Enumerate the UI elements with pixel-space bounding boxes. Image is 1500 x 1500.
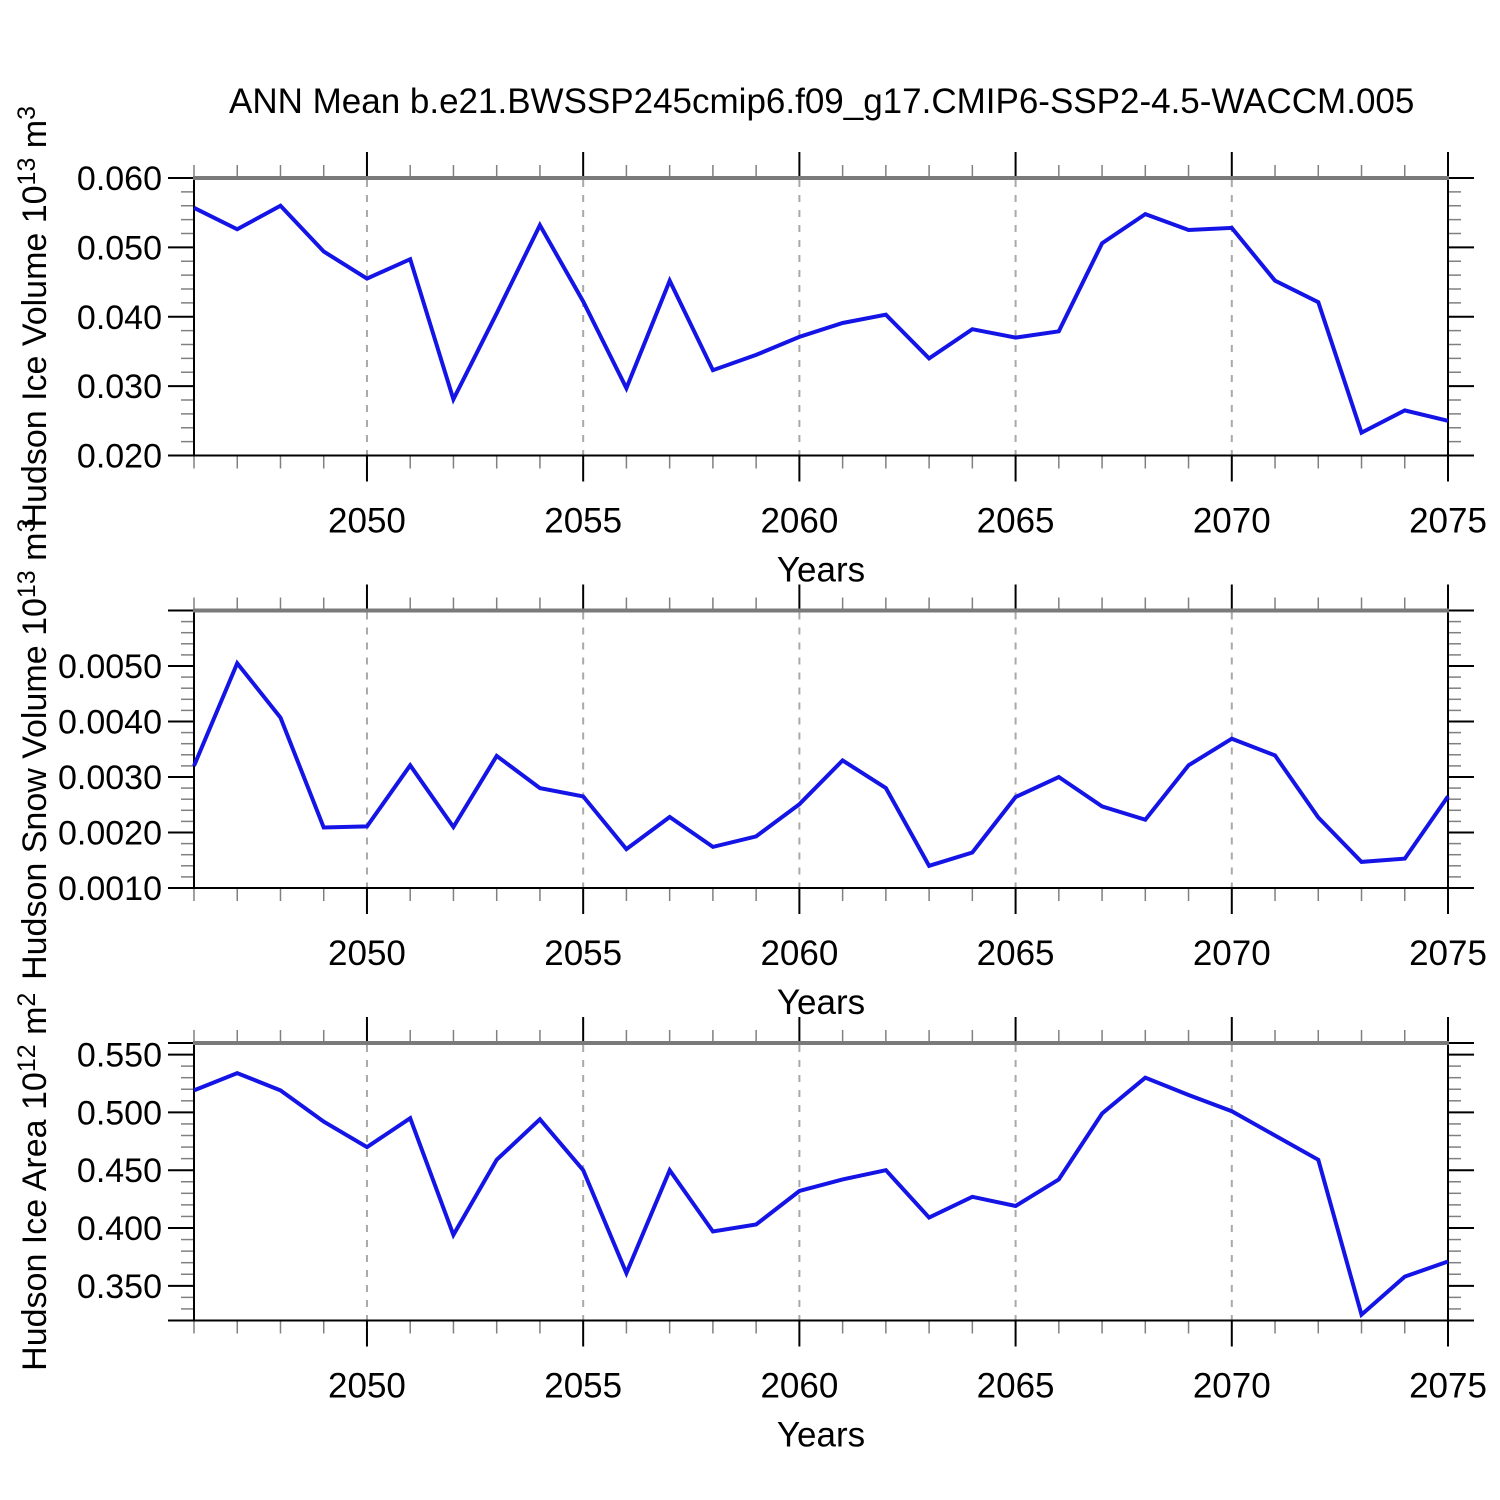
x-tick-label: 2070 [1193, 934, 1271, 973]
y-tick-label: 0.0030 [58, 759, 162, 797]
y-tick-label: 0.0010 [58, 870, 162, 908]
x-axis-title: Years [777, 983, 865, 1022]
y-tick-label: 0.0050 [58, 648, 162, 686]
x-tick-label: 2065 [977, 934, 1055, 973]
x-tick-label: 2075 [1409, 502, 1487, 541]
x-tick-label: 2050 [328, 934, 406, 973]
x-tick-label: 2055 [544, 934, 622, 973]
x-tick-label: 2050 [328, 502, 406, 541]
x-tick-label: 2060 [760, 934, 838, 973]
panel-border [193, 177, 1449, 457]
y-tick-label: 0.020 [77, 438, 162, 476]
x-tick-label: 2060 [760, 1367, 838, 1406]
y-axis-title: Hudson Ice Area 1012 m2 [13, 993, 54, 1371]
y-axis-title: Hudson Snow Volume 1013 m3 [13, 519, 54, 980]
y-tick-label: 0.0020 [58, 815, 162, 853]
panel-hudson-ice-area: 0.350 0.400 0.450 0.500 0.550 2050 2055 2060 206… [13, 993, 1487, 1455]
y-tick-label: 0.030 [77, 368, 162, 406]
y-tick-label: 0.0040 [58, 704, 162, 742]
y-tick-label: 0.500 [77, 1094, 162, 1132]
y-tick-label: 0.060 [77, 160, 162, 198]
x-tick-label: 2065 [977, 1367, 1055, 1406]
data-line-hudson-ice-area [193, 1070, 1449, 1319]
y-tick-label: 0.450 [77, 1152, 162, 1190]
y-tick-label: 0.400 [77, 1210, 162, 1248]
data-line-hudson-ice-volume [193, 203, 1449, 436]
x-tick-label: 2055 [544, 502, 622, 541]
x-axis-title: Years [777, 551, 865, 590]
y-tick-label: 0.050 [77, 229, 162, 267]
panel-border [193, 1042, 1449, 1322]
y-tick-label: 0.350 [77, 1268, 162, 1306]
y-tick-label: 0.550 [77, 1037, 162, 1075]
x-tick-label: 2075 [1409, 1367, 1487, 1406]
x-tick-label: 2060 [760, 502, 838, 541]
data-line-hudson-snow-volume [192, 659, 1450, 869]
x-tick-label: 2070 [1193, 502, 1271, 541]
panel-hudson-snow-volume: 0.0010 0.0020 0.0030 0.0040 0.0050 2050 2055 20… [13, 519, 1487, 1022]
x-tick-label: 2065 [977, 502, 1055, 541]
y-axis-title: Hudson Ice Volume 1013 m3 [13, 106, 54, 528]
x-tick-label: 2050 [328, 1367, 406, 1406]
x-tick-label: 2055 [544, 1367, 622, 1406]
plot-title: ANN Mean b.e21.BWSSP245cmip6.f09_g17.CMI… [229, 82, 1415, 121]
y-tick-label: 0.040 [77, 299, 162, 337]
panel-hudson-ice-volume: 0.020 0.030 0.040 0.050 0.060 2050 2055 2060 206… [13, 106, 1487, 590]
x-axis-title: Years [777, 1416, 865, 1455]
x-tick-label: 2070 [1193, 1367, 1271, 1406]
x-tick-label: 2075 [1409, 934, 1487, 973]
